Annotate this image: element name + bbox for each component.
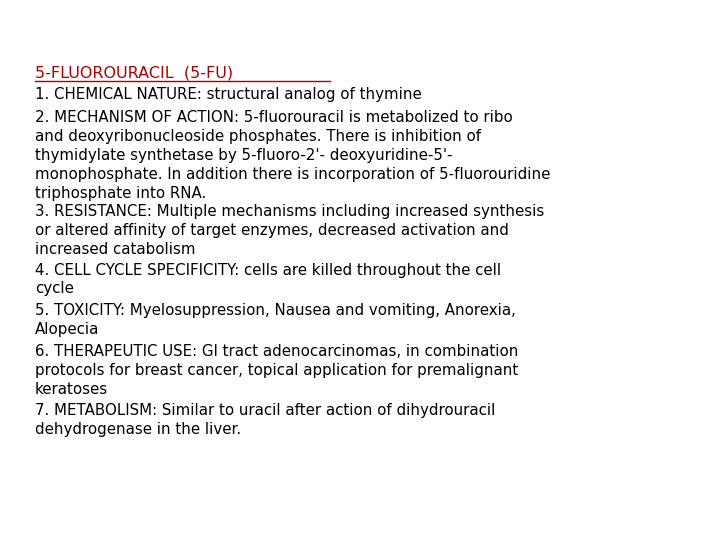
Text: 5-FLUOROURACIL  (5-FU): 5-FLUOROURACIL (5-FU) [35,65,233,80]
Text: 4. CELL CYCLE SPECIFICITY: cells are killed throughout the cell
cycle: 4. CELL CYCLE SPECIFICITY: cells are kil… [35,262,501,296]
Text: 7. METABOLISM: Similar to uracil after action of dihydrouracil
dehydrogenase in : 7. METABOLISM: Similar to uracil after a… [35,403,495,437]
Text: 5. TOXICITY: Myelosuppression, Nausea and vomiting, Anorexia,
Alopecia: 5. TOXICITY: Myelosuppression, Nausea an… [35,303,516,338]
Text: 6. THERAPEUTIC USE: GI tract adenocarcinomas, in combination
protocols for breas: 6. THERAPEUTIC USE: GI tract adenocarcin… [35,345,518,397]
Text: 2. MECHANISM OF ACTION: 5-fluorouracil is metabolized to ribo
and deoxyribonucle: 2. MECHANISM OF ACTION: 5-fluorouracil i… [35,111,550,201]
Text: 3. RESISTANCE: Multiple mechanisms including increased synthesis
or altered affi: 3. RESISTANCE: Multiple mechanisms inclu… [35,204,544,256]
Text: 1. CHEMICAL NATURE: structural analog of thymine: 1. CHEMICAL NATURE: structural analog of… [35,87,422,102]
